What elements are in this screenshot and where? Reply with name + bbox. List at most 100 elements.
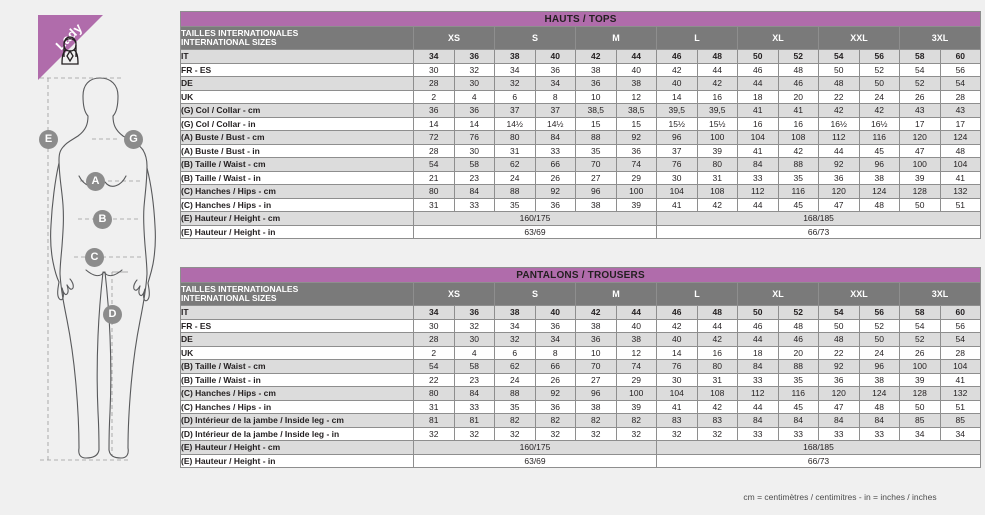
cell-value: 39,5 xyxy=(696,103,738,118)
cell-value: 51 xyxy=(939,197,982,212)
cell-value: 8 xyxy=(534,89,576,104)
row-label: (D) Intérieur de la jambe / Inside leg -… xyxy=(180,413,414,428)
cell-value: 38 xyxy=(615,76,657,91)
cell-value: 31 xyxy=(494,143,536,158)
size-group-header-row: TAILLES INTERNATIONALES INTERNATIONAL SIZ… xyxy=(180,26,982,50)
cell-value: 14½ xyxy=(494,116,536,131)
cell-value: 36 xyxy=(615,143,657,158)
cell-value: 54 xyxy=(818,49,860,64)
cell-value: 96 xyxy=(656,130,698,145)
row-label: UK xyxy=(180,89,414,104)
cell-value: 36 xyxy=(534,318,576,333)
cell-value: 38 xyxy=(858,372,900,387)
cell-value: 32 xyxy=(453,426,495,441)
cell-value: 84 xyxy=(453,386,495,401)
cell-value: 14 xyxy=(656,89,698,104)
cell-value: 83 xyxy=(696,413,738,428)
height-value-right: 168/185 xyxy=(655,211,982,226)
cell-value: 128 xyxy=(899,386,941,401)
cell-value: 31 xyxy=(696,372,738,387)
cell-value: 108 xyxy=(696,184,738,199)
cell-value: 12 xyxy=(615,345,657,360)
cell-value: 48 xyxy=(858,399,900,414)
cell-value: 66 xyxy=(534,157,576,172)
cell-value: 38 xyxy=(494,305,536,320)
height-value-right: 66/73 xyxy=(655,453,982,468)
cell-value: 81 xyxy=(413,413,455,428)
cell-value: 38 xyxy=(575,399,617,414)
cell-value: 22 xyxy=(818,89,860,104)
cell-value: 116 xyxy=(858,130,900,145)
cell-value: 39 xyxy=(696,143,738,158)
cell-value: 10 xyxy=(575,345,617,360)
row-label: (E) Hauteur / Height - in xyxy=(180,453,414,468)
cell-value: 84 xyxy=(858,413,900,428)
table-row: IT 34 36 38 40 42 44 46 48 50 52 54 56 58 60 xyxy=(180,305,982,320)
table-title: HAUTS / TOPS xyxy=(179,11,982,27)
cell-value: 40 xyxy=(534,49,576,64)
cell-value: 112 xyxy=(818,130,860,145)
cell-value: 33 xyxy=(858,426,900,441)
cell-value: 38 xyxy=(575,197,617,212)
cell-value: 80 xyxy=(494,130,536,145)
header-line-2: INTERNATIONAL SIZES xyxy=(181,37,277,47)
cell-value: 80 xyxy=(413,184,455,199)
table-title-row: HAUTS / TOPS xyxy=(179,11,982,27)
table-row: UK 2 4 6 8 10 12 14 16 18 20 22 24 26 28 xyxy=(180,89,982,104)
cell-value: 88 xyxy=(494,184,536,199)
cell-value: 128 xyxy=(899,184,941,199)
cell-value: 38 xyxy=(575,62,617,77)
cell-value: 22 xyxy=(818,345,860,360)
size-group-s: S xyxy=(494,282,576,306)
cell-value: 33 xyxy=(453,197,495,212)
cell-value: 24 xyxy=(494,372,536,387)
cell-value: 72 xyxy=(413,130,455,145)
size-group-m: M xyxy=(575,26,657,50)
cell-value: 80 xyxy=(696,157,738,172)
row-label: (C) Hanches / Hips - in xyxy=(180,399,414,414)
cell-value: 48 xyxy=(939,143,982,158)
cell-value: 54 xyxy=(413,157,455,172)
cell-value: 38 xyxy=(615,332,657,347)
cell-value: 44 xyxy=(737,332,779,347)
cell-value: 31 xyxy=(696,170,738,185)
cell-value: 37 xyxy=(656,143,698,158)
cell-value: 23 xyxy=(453,170,495,185)
table-row: DE 28 30 32 34 36 38 40 42 44 46 48 50 52 54 xyxy=(180,76,982,91)
cell-value: 44 xyxy=(737,399,779,414)
cell-value: 56 xyxy=(858,305,900,320)
cell-value: 92 xyxy=(534,184,576,199)
cell-value: 124 xyxy=(939,130,982,145)
cell-value: 30 xyxy=(656,372,698,387)
cell-value: 26 xyxy=(899,345,941,360)
cell-value: 14 xyxy=(453,116,495,131)
cell-value: 88 xyxy=(575,130,617,145)
cell-value: 38 xyxy=(494,49,536,64)
height-row: (E) Hauteur / Height - cm 160/175 168/185 xyxy=(180,440,982,455)
row-label: FR - ES xyxy=(180,318,414,333)
size-group-xl: XL xyxy=(737,26,819,50)
cell-value: 16 xyxy=(696,89,738,104)
cell-value: 104 xyxy=(656,386,698,401)
cell-value: 100 xyxy=(899,157,941,172)
cell-value: 112 xyxy=(737,386,779,401)
cell-value: 34 xyxy=(534,332,576,347)
cell-value: 36 xyxy=(575,332,617,347)
cell-value: 17 xyxy=(899,116,941,131)
cell-value: 116 xyxy=(777,386,819,401)
cell-value: 16 xyxy=(777,116,819,131)
cell-value: 26 xyxy=(534,372,576,387)
row-label: (E) Hauteur / Height - cm xyxy=(180,440,414,455)
cell-value: 15 xyxy=(615,116,657,131)
cell-value: 34 xyxy=(413,49,455,64)
cell-value: 38,5 xyxy=(615,103,657,118)
cell-value: 120 xyxy=(899,130,941,145)
cell-value: 41 xyxy=(656,197,698,212)
cell-value: 6 xyxy=(494,345,536,360)
cell-value: 54 xyxy=(939,332,982,347)
table-row: UK 2 4 6 8 10 12 14 16 18 20 22 24 26 28 xyxy=(180,345,982,360)
table-row: IT 34 36 38 40 42 44 46 48 50 52 54 56 58 60 xyxy=(180,49,982,64)
size-group-m: M xyxy=(575,282,657,306)
cell-value: 92 xyxy=(615,130,657,145)
cell-value: 15½ xyxy=(656,116,698,131)
